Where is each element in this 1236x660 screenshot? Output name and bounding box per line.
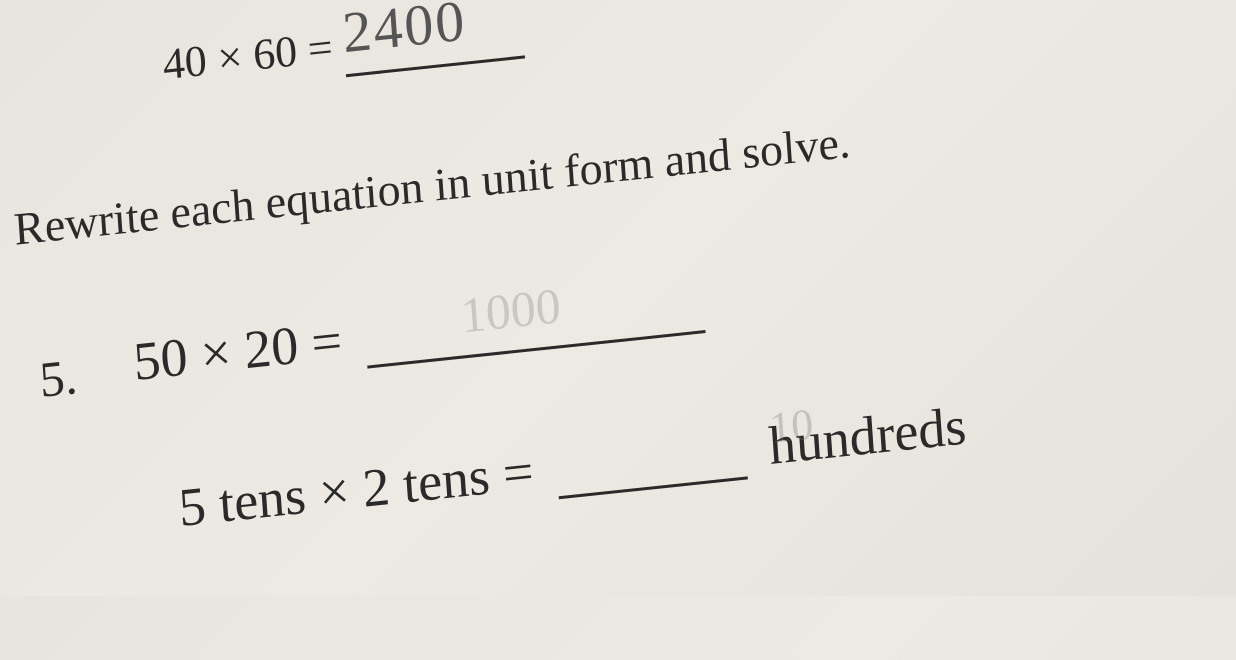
instruction-text: Rewrite each equation in unit form and s… bbox=[12, 115, 852, 256]
problem-number: 5. bbox=[38, 347, 79, 409]
problem-faint-answer: 1000 bbox=[459, 276, 563, 344]
top-equation-blank: 2400 bbox=[341, 0, 525, 77]
unit-form-faint-answer: 10 bbox=[768, 398, 815, 454]
worksheet-page: 40 × 60 = 2400 Rewrite each equation in … bbox=[0, 0, 1236, 660]
top-equation-row: 40 × 60 = 2400 bbox=[160, 0, 525, 96]
top-equation-expression: 40 × 60 = bbox=[161, 23, 334, 90]
problem-equation-expression: 50 × 20 = bbox=[131, 310, 343, 392]
problem-equation-row: 50 × 20 = bbox=[131, 271, 705, 393]
unit-form-row: 5 tens × 2 tens = hundreds bbox=[177, 394, 968, 539]
top-equation-answer: 2400 bbox=[340, 0, 468, 65]
unit-form-left: 5 tens × 2 tens = bbox=[177, 441, 536, 538]
unit-form-blank bbox=[555, 430, 747, 500]
